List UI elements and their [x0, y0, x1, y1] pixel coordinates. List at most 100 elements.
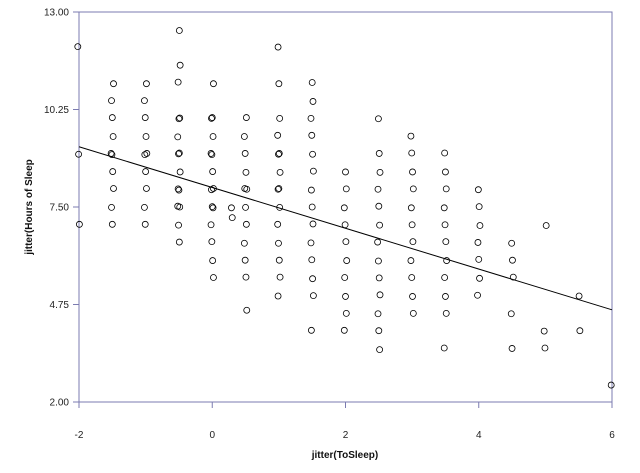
data-point — [242, 114, 250, 121]
x-tick-label: 6 — [609, 430, 615, 441]
data-point — [375, 274, 383, 282]
data-point — [375, 150, 383, 157]
data-point — [242, 203, 249, 211]
data-points — [74, 27, 615, 389]
data-point — [276, 273, 284, 281]
data-point — [407, 257, 415, 264]
data-point — [376, 221, 384, 229]
data-point — [242, 273, 250, 281]
data-point — [274, 43, 282, 51]
data-point — [476, 222, 484, 229]
data-point — [274, 220, 282, 228]
data-point — [307, 114, 315, 122]
data-point — [441, 221, 449, 229]
data-point — [340, 326, 348, 334]
data-point — [375, 257, 382, 265]
data-point — [74, 43, 82, 51]
data-point — [309, 150, 316, 158]
y-tick-label: 2.00 — [50, 398, 70, 409]
data-point — [409, 168, 416, 176]
data-point — [508, 345, 516, 352]
data-point — [143, 80, 150, 88]
data-point — [108, 220, 116, 228]
data-point — [176, 168, 184, 176]
data-point — [342, 293, 349, 300]
data-point — [375, 202, 383, 210]
fit-line — [78, 146, 613, 311]
data-point — [141, 220, 149, 228]
data-point — [108, 203, 115, 211]
data-point — [76, 220, 83, 228]
data-point — [141, 151, 149, 159]
data-point — [274, 292, 282, 300]
data-point — [440, 204, 448, 212]
data-point — [175, 238, 183, 246]
y-tick-label: 13.00 — [44, 8, 69, 19]
data-point — [108, 151, 116, 159]
x-tick-label: 4 — [476, 430, 482, 441]
data-point — [376, 346, 384, 354]
data-point — [228, 204, 235, 212]
data-point — [309, 220, 317, 228]
data-point — [207, 221, 215, 229]
data-point — [474, 186, 482, 194]
data-point — [407, 204, 415, 212]
data-point — [109, 133, 117, 140]
data-point — [240, 133, 248, 140]
data-point — [174, 202, 182, 210]
data-point — [374, 185, 382, 193]
data-point — [376, 168, 384, 176]
data-point — [308, 203, 316, 211]
data-point — [240, 239, 248, 247]
data-point — [408, 274, 416, 281]
data-point — [507, 310, 515, 318]
data-point — [174, 185, 182, 193]
data-point — [110, 80, 117, 88]
data-point — [376, 291, 384, 299]
data-point — [275, 256, 283, 264]
data-point — [343, 257, 351, 264]
y-axis-title: jitter(Hours of Sleep — [24, 159, 35, 256]
data-point — [476, 274, 483, 282]
data-point — [175, 221, 182, 229]
data-point — [143, 150, 151, 157]
data-point — [276, 114, 284, 122]
data-point — [309, 275, 316, 283]
data-point — [142, 168, 150, 175]
data-point — [108, 114, 116, 121]
x-tick-label: 2 — [343, 430, 349, 441]
data-point — [375, 115, 382, 123]
data-point — [275, 185, 283, 192]
data-point — [442, 168, 449, 176]
data-point — [275, 150, 282, 158]
data-point — [174, 133, 182, 141]
data-point — [408, 221, 416, 229]
plot-frame — [78, 11, 613, 403]
data-point — [441, 149, 449, 157]
data-point — [441, 274, 449, 281]
data-point — [208, 186, 215, 194]
data-point — [375, 327, 383, 335]
data-point — [241, 256, 249, 264]
data-point — [241, 150, 249, 157]
data-point — [442, 309, 450, 317]
data-point — [475, 255, 483, 263]
x-tick-label: 0 — [209, 430, 215, 441]
data-point — [208, 114, 215, 122]
data-point — [242, 220, 250, 228]
data-point — [208, 114, 216, 121]
data-point — [409, 293, 416, 300]
y-tick-label: 10.25 — [44, 105, 69, 116]
data-point — [274, 185, 282, 193]
data-point — [408, 149, 416, 157]
data-point — [309, 98, 317, 105]
data-point — [307, 239, 315, 247]
data-point — [208, 151, 216, 159]
data-point — [109, 168, 117, 175]
data-point — [407, 132, 415, 140]
data-point — [342, 168, 349, 176]
x-axis: -2 0 2 4 6 — [75, 402, 615, 441]
data-point — [374, 310, 382, 318]
data-point — [340, 204, 348, 212]
data-point — [241, 185, 249, 192]
